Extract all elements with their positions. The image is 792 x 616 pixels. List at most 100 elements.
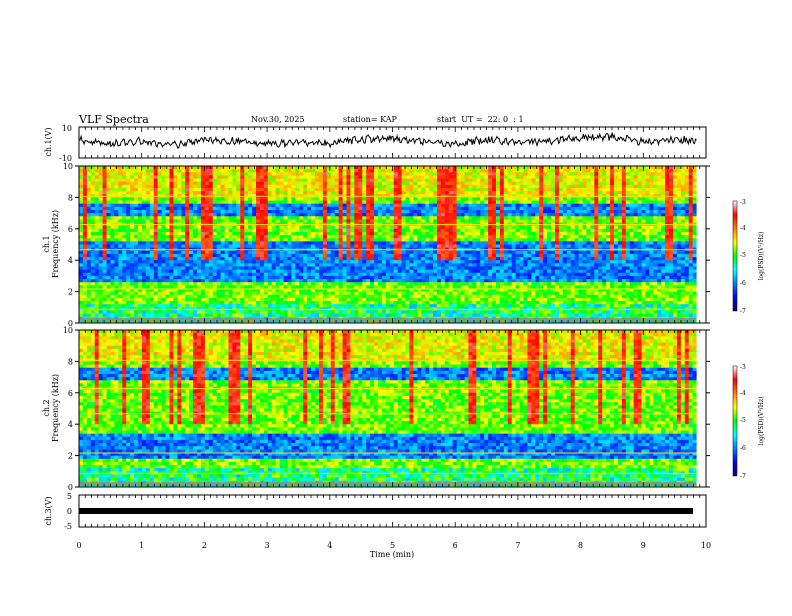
spectrogram-cell xyxy=(122,200,127,205)
spectrogram-cell xyxy=(381,294,387,299)
spectrogram-cell xyxy=(165,244,170,249)
spectrogram-cell xyxy=(197,253,202,258)
spectrogram-cell xyxy=(185,216,190,220)
spectrogram-cell xyxy=(405,200,410,205)
spectrogram-cell xyxy=(381,200,387,205)
spectrogram-cell xyxy=(358,191,363,195)
spectrogram-cell xyxy=(130,235,135,239)
spectrogram-cell xyxy=(130,213,135,217)
spectrogram-cell xyxy=(252,301,257,305)
spectrogram-cell xyxy=(236,272,241,277)
spectrogram-cell xyxy=(98,301,103,305)
spectrogram-cell xyxy=(318,175,324,179)
spectrogram-cell xyxy=(189,266,194,271)
spectrogram-cell xyxy=(425,238,430,242)
spectrogram-cell xyxy=(303,213,308,217)
spectrogram-cell xyxy=(330,304,336,308)
spectrogram-cell xyxy=(271,313,277,318)
spectrogram-cell xyxy=(409,216,414,220)
spectrogram-cell xyxy=(468,213,473,217)
spectrogram-cell xyxy=(181,241,186,245)
spectrogram-cell xyxy=(197,235,202,239)
spectrogram-cell xyxy=(346,203,351,208)
spectrogram-cell xyxy=(94,279,100,283)
spectrogram-cell xyxy=(208,257,214,261)
spectrogram-cell xyxy=(346,209,351,214)
spectrogram-cell xyxy=(185,235,190,239)
spectrogram-cell xyxy=(98,184,103,189)
spectrogram-cell xyxy=(322,310,328,314)
spectrogram-cell xyxy=(165,269,170,274)
spectrogram-cell xyxy=(389,263,395,267)
spectrogram-cell xyxy=(181,285,186,289)
spectrogram-cell xyxy=(185,206,190,211)
spectrogram-cell xyxy=(90,269,96,274)
spectrogram-cell xyxy=(433,206,438,211)
spectrogram-cell xyxy=(334,216,340,220)
spectrogram-cell xyxy=(267,301,273,305)
spectrogram-cell xyxy=(181,263,186,267)
spectrogram-cell xyxy=(256,231,261,236)
spectrogram-cell xyxy=(417,310,422,314)
spectrogram-cell xyxy=(409,191,414,195)
spectrogram-cell xyxy=(311,279,316,283)
spectrogram-cell xyxy=(126,206,131,211)
spectrogram-cell xyxy=(322,275,328,280)
spectrogram-cell xyxy=(307,301,312,305)
spectrogram-cell xyxy=(197,266,202,271)
spectrogram-cell xyxy=(342,288,347,292)
spectrogram-cell xyxy=(228,197,233,201)
spectrogram-cell xyxy=(86,250,92,255)
spectrogram-cell xyxy=(224,178,229,183)
spectrogram-cell xyxy=(106,187,111,192)
spectrogram-cell xyxy=(216,175,222,179)
spectrogram-cell xyxy=(240,294,245,299)
spectrogram-cell xyxy=(130,260,135,264)
spectrogram-cell xyxy=(267,175,273,179)
spectrogram-cell xyxy=(189,172,194,176)
spectrogram-cell xyxy=(425,216,430,220)
spectrogram-cell xyxy=(169,200,174,205)
spectrogram-cell xyxy=(236,184,241,189)
spectrogram-cell xyxy=(271,288,277,292)
spectrogram-cell xyxy=(460,272,465,277)
spectrogram-cell xyxy=(130,257,135,261)
spectrogram-cell xyxy=(409,209,414,214)
spectrogram-cell xyxy=(397,272,402,277)
spectrogram-cell xyxy=(114,206,119,211)
spectrogram-cell xyxy=(429,310,434,314)
spectrogram-cell xyxy=(126,225,131,230)
spectrogram-cell xyxy=(346,313,351,318)
spectrogram-cell xyxy=(381,169,387,173)
spectrogram-cell xyxy=(377,178,383,183)
spectrogram-cell xyxy=(409,275,414,280)
spectrogram-cell xyxy=(315,272,320,277)
spectrogram-cell xyxy=(208,241,214,245)
spectrogram-cell xyxy=(409,244,414,249)
spectrogram-cell xyxy=(417,263,422,267)
spectrogram-cell xyxy=(440,282,446,286)
spectrogram-cell xyxy=(330,184,336,189)
spectrogram-cell xyxy=(393,272,399,277)
spectrogram-cell xyxy=(370,197,375,201)
spectrogram-cell xyxy=(232,250,237,255)
spectrogram-cell xyxy=(244,184,249,189)
spectrogram-cell xyxy=(138,231,143,236)
spectrogram-cell xyxy=(464,206,469,211)
spectrogram-cell xyxy=(138,301,143,305)
spectrogram-cell xyxy=(366,241,371,245)
spectrogram-cell xyxy=(291,288,296,292)
spectrogram-cell xyxy=(299,288,304,292)
spectrogram-cell xyxy=(134,238,139,242)
spectrogram-cell xyxy=(374,266,379,271)
spectrogram-cell xyxy=(393,235,399,239)
spectrogram-cell xyxy=(224,279,229,283)
spectrogram-cell xyxy=(417,200,422,205)
spectrogram-cell xyxy=(161,241,166,245)
spectrogram-cell xyxy=(141,266,147,271)
spectrogram-cell xyxy=(366,260,371,264)
spectrogram-cell xyxy=(374,297,379,302)
spectrogram-cell xyxy=(94,209,100,214)
spectrogram-cell xyxy=(248,216,253,220)
spectrogram-cell xyxy=(98,297,103,302)
